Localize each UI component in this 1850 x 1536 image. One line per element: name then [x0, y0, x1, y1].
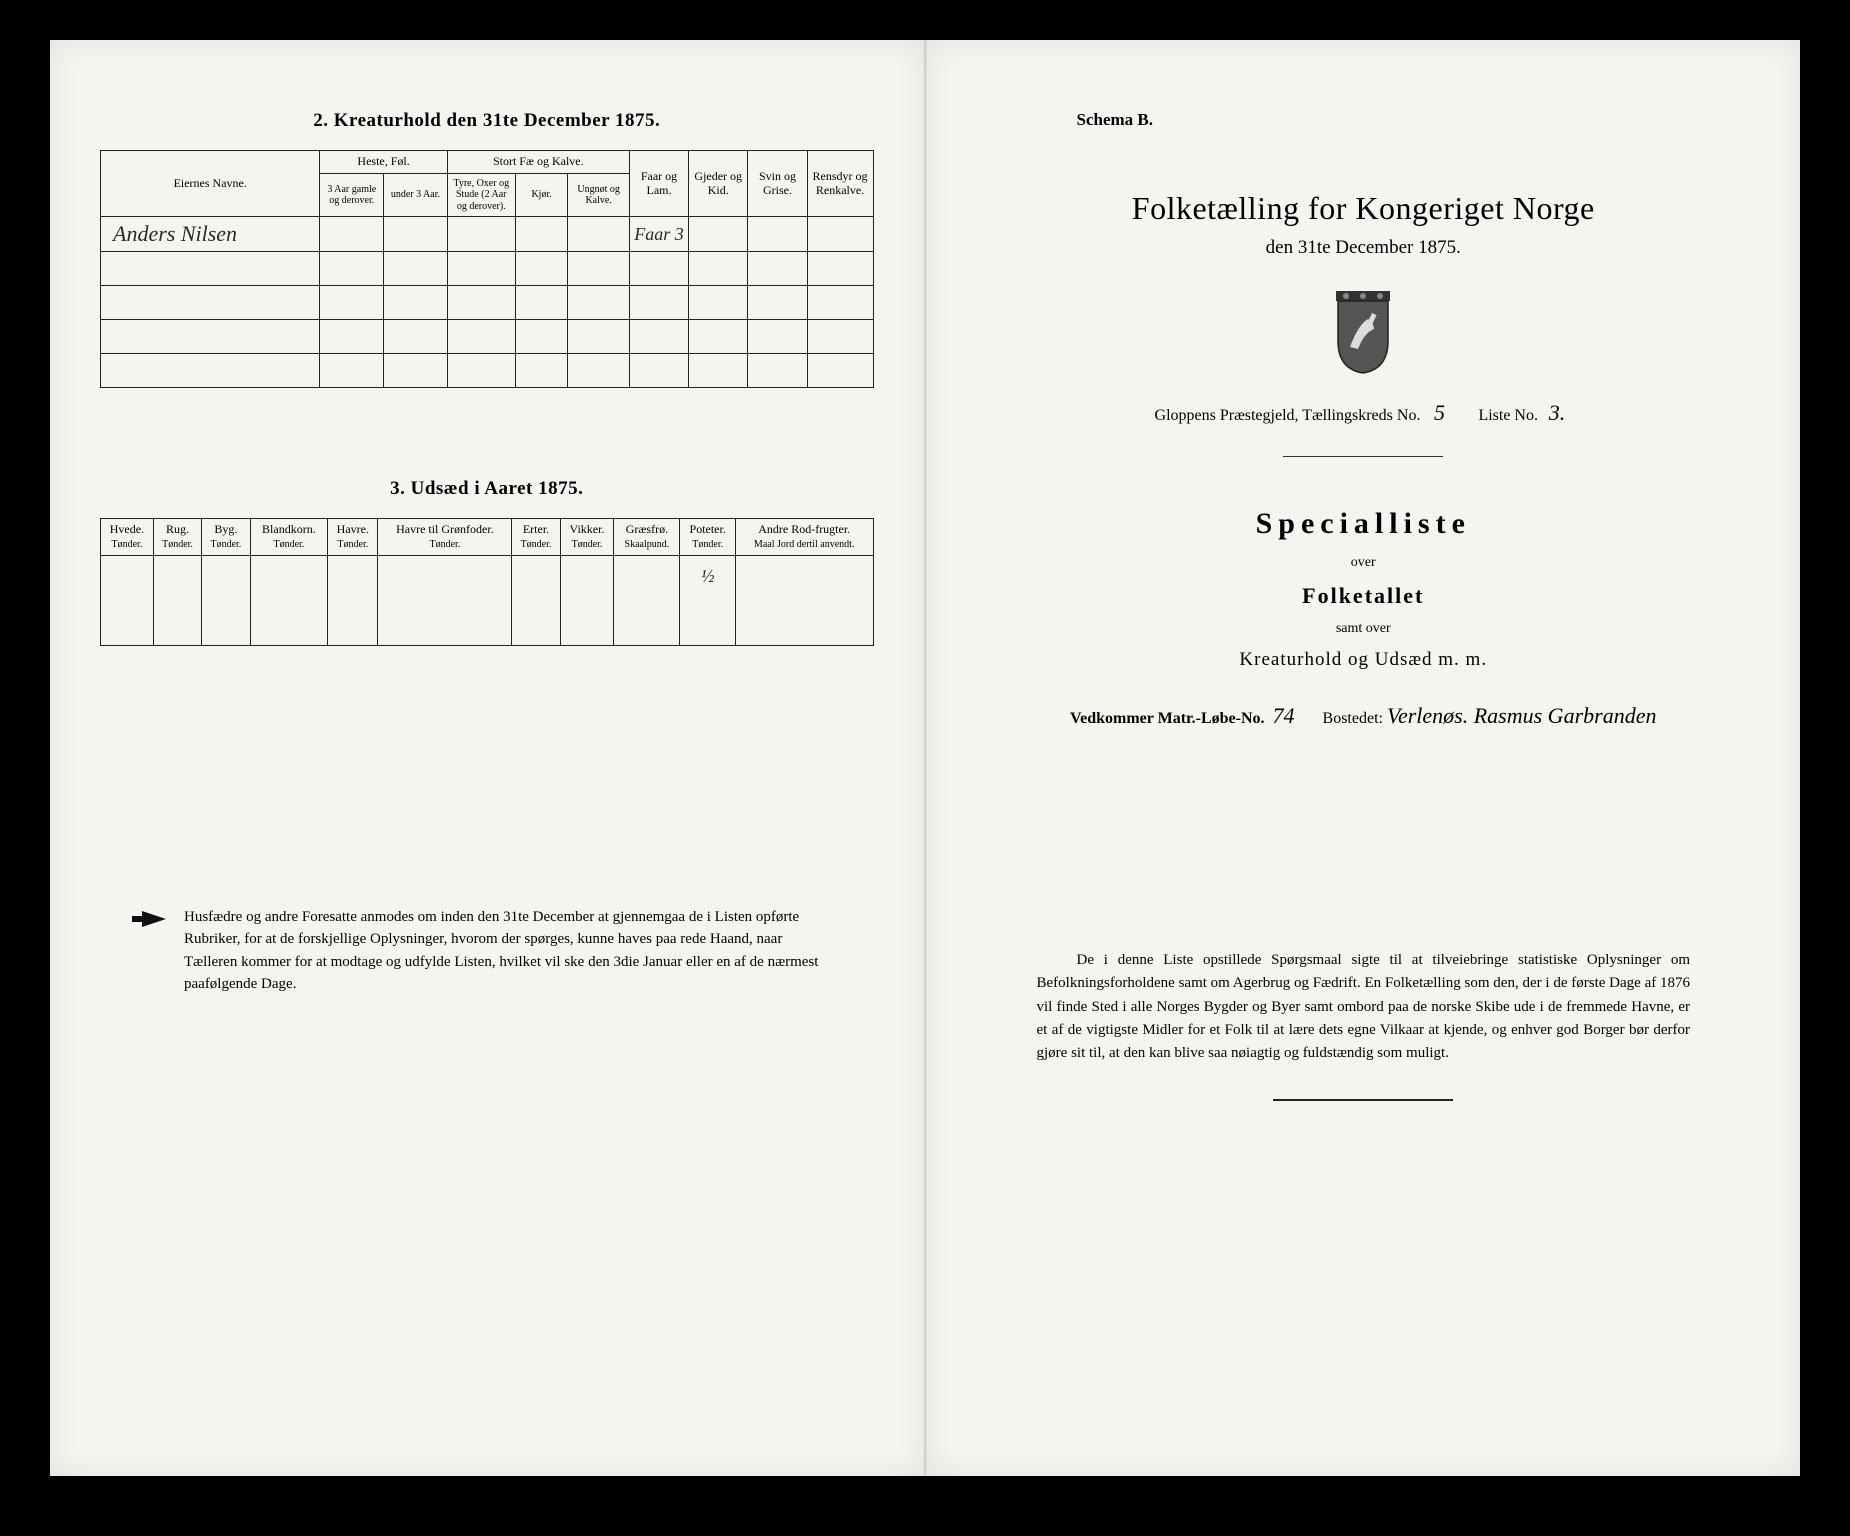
- section2-title: 2. Kreaturhold den 31te December 1875.: [100, 110, 874, 132]
- main-title: Folketælling for Kongeriget Norge: [977, 190, 1751, 227]
- bottom-paragraph: De i denne Liste opstillede Spørgsmaal s…: [1037, 949, 1691, 1065]
- col-heste-a: 3 Aar gamle og derover.: [320, 173, 384, 217]
- table-row: [101, 354, 874, 388]
- col-hvede: Hvede.Tønder.: [101, 519, 154, 556]
- table-row: [101, 320, 874, 354]
- udsaed-table: Hvede.Tønder. Rug.Tønder. Byg.Tønder. Bl…: [100, 518, 874, 646]
- bosted-value: Verlenøs. Rasmus Garbranden: [1387, 703, 1657, 729]
- table-row: ½: [101, 555, 874, 645]
- main-subtitle: den 31te December 1875.: [977, 237, 1751, 259]
- poteter-value: ½: [680, 555, 735, 645]
- col-havre-gron: Havre til Grønfoder.Tønder.: [378, 519, 512, 556]
- col-svin: Svin og Grise.: [748, 151, 807, 217]
- col-faar: Faar og Lam.: [629, 151, 688, 217]
- col-stort-c: Ungnøt og Kalve.: [568, 173, 629, 217]
- faar-value: Faar 3: [629, 217, 688, 252]
- footnote-text: Husfædre og andre Foresatte anmodes om i…: [184, 906, 834, 996]
- col-andre: Andre Rod-frugter.Maal Jord dertil anven…: [735, 519, 873, 556]
- divider: [1283, 456, 1443, 457]
- kreaturhold-label: Kreaturhold og Udsæd m. m.: [977, 649, 1751, 671]
- col-blandkorn: Blandkorn.Tønder.: [250, 519, 328, 556]
- vedkommer-line: Vedkommer Matr.-Løbe-No. 74 Bostedet: Ve…: [977, 703, 1751, 729]
- footnote-block: Husfædre og andre Foresatte anmodes om i…: [100, 906, 874, 996]
- divider: [1273, 1099, 1453, 1101]
- samt-label: samt over: [977, 621, 1751, 637]
- left-page: 2. Kreaturhold den 31te December 1875. E…: [50, 40, 926, 1476]
- col-havre: Havre.Tønder.: [328, 519, 378, 556]
- col-rug: Rug.Tønder.: [153, 519, 201, 556]
- col-stort-b: Kjør.: [515, 173, 568, 217]
- table-row: Anders Nilsen Faar 3: [101, 217, 874, 252]
- table-row: [101, 252, 874, 286]
- col-heste-b: under 3 Aar.: [384, 173, 448, 217]
- coat-of-arms-icon: [977, 287, 1751, 380]
- col-erter: Erter.Tønder.: [512, 519, 560, 556]
- section3-title: 3. Udsæd i Aaret 1875.: [100, 478, 874, 500]
- liste-no: 3.: [1542, 400, 1572, 426]
- col-poteter: Poteter.Tønder.: [680, 519, 735, 556]
- folketallet-label: Folketallet: [977, 583, 1751, 609]
- grp-stort: Stort Fæ og Kalve.: [447, 151, 629, 174]
- schema-label: Schema B.: [1077, 110, 1751, 130]
- specialliste-title: Specialliste: [977, 507, 1751, 541]
- col-vikker: Vikker.Tønder.: [560, 519, 614, 556]
- col-byg: Byg.Tønder.: [202, 519, 250, 556]
- kreds-no: 5: [1424, 400, 1454, 426]
- grp-heste: Heste, Føl.: [320, 151, 447, 174]
- kreatur-table: Eiernes Navne. Heste, Føl. Stort Fæ og K…: [100, 150, 874, 388]
- col-stort-a: Tyre, Oxer og Stude (2 Aar og derover).: [447, 173, 515, 217]
- owner-name: Anders Nilsen: [101, 217, 320, 252]
- pointing-hand-icon: [130, 906, 170, 996]
- col-rensdyr: Rensdyr og Renkalve.: [807, 151, 873, 217]
- parish-line: Gloppens Præstegjeld, Tællingskreds No. …: [977, 400, 1751, 426]
- col-graesfro: Græsfrø.Skaalpund.: [614, 519, 680, 556]
- col-eiernes: Eiernes Navne.: [101, 151, 320, 217]
- right-page: Schema B. Folketælling for Kongeriget No…: [926, 40, 1801, 1476]
- table-row: [101, 286, 874, 320]
- col-gjeder: Gjeder og Kid.: [689, 151, 748, 217]
- over-label: over: [977, 555, 1751, 571]
- matr-lobe-no: 74: [1269, 703, 1299, 729]
